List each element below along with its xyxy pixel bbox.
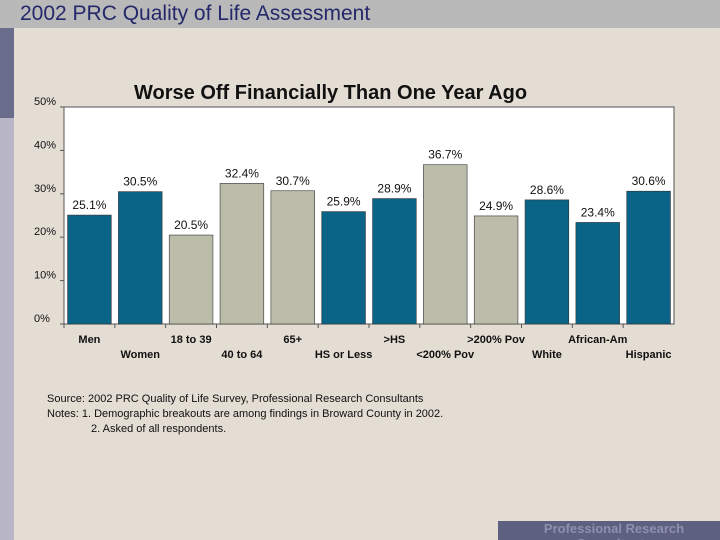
y-tick-label: 50% [34,96,56,108]
bar [423,164,468,325]
header-bar [0,0,720,28]
data-label: 30.7% [276,174,310,188]
category-label: 18 to 39 [171,334,212,346]
bar [118,191,163,325]
data-label: 36.7% [428,148,462,162]
notes-block: Source: 2002 PRC Quality of Life Survey,… [47,392,443,437]
notes-line-2: 2. Asked of all respondents. [91,423,227,435]
data-label: 28.6% [530,183,564,197]
category-label: Men [78,334,100,346]
bar [626,190,671,325]
data-label: 32.4% [225,166,259,180]
bar [219,183,265,325]
notes-line-1: Notes: 1. Demographic breakouts are amon… [47,408,444,420]
y-tick-label: 40% [34,139,56,151]
bar [67,214,112,325]
chart-title: Worse Off Financially Than One Year Ago [134,82,528,104]
data-label: 30.6% [632,174,666,188]
y-tick-label: 10% [34,270,56,282]
data-label: 20.5% [174,218,208,232]
left-stripe [0,28,14,540]
bar [321,211,366,325]
bar [524,199,570,325]
category-label: African-Am [568,334,628,346]
source-note: Source: 2002 PRC Quality of Life Survey,… [47,393,424,405]
y-tick-label: 30% [34,183,56,195]
footer-text: Professional Research Consultants [543,521,685,540]
category-label: <200% Pov [416,349,475,361]
category-label: Women [120,349,160,361]
bar [473,215,519,325]
data-label: 30.5% [123,175,157,189]
data-label: 28.9% [377,182,411,196]
data-label: 25.1% [72,198,106,212]
category-label: Hispanic [626,349,672,361]
category-label: 65+ [283,334,302,346]
slide-title: 2002 PRC Quality of Life Assessment [20,2,371,25]
y-tick-label: 20% [34,226,56,238]
data-label: 25.9% [327,195,361,209]
plot-area [63,106,675,325]
bar [575,222,620,325]
category-label: 40 to 64 [221,349,263,361]
data-label: 24.9% [479,199,513,213]
category-label: >200% Pov [467,334,526,346]
y-tick-label: 0% [34,313,50,325]
left-stripe-accent [0,28,14,118]
category-label: White [532,349,562,361]
bar [372,198,417,325]
category-label: >HS [384,334,406,346]
bar [168,234,214,325]
footer-bar: Professional Research Consultants [498,521,720,540]
data-label: 23.4% [581,205,615,219]
category-label: HS or Less [315,349,372,361]
bar [270,190,315,325]
